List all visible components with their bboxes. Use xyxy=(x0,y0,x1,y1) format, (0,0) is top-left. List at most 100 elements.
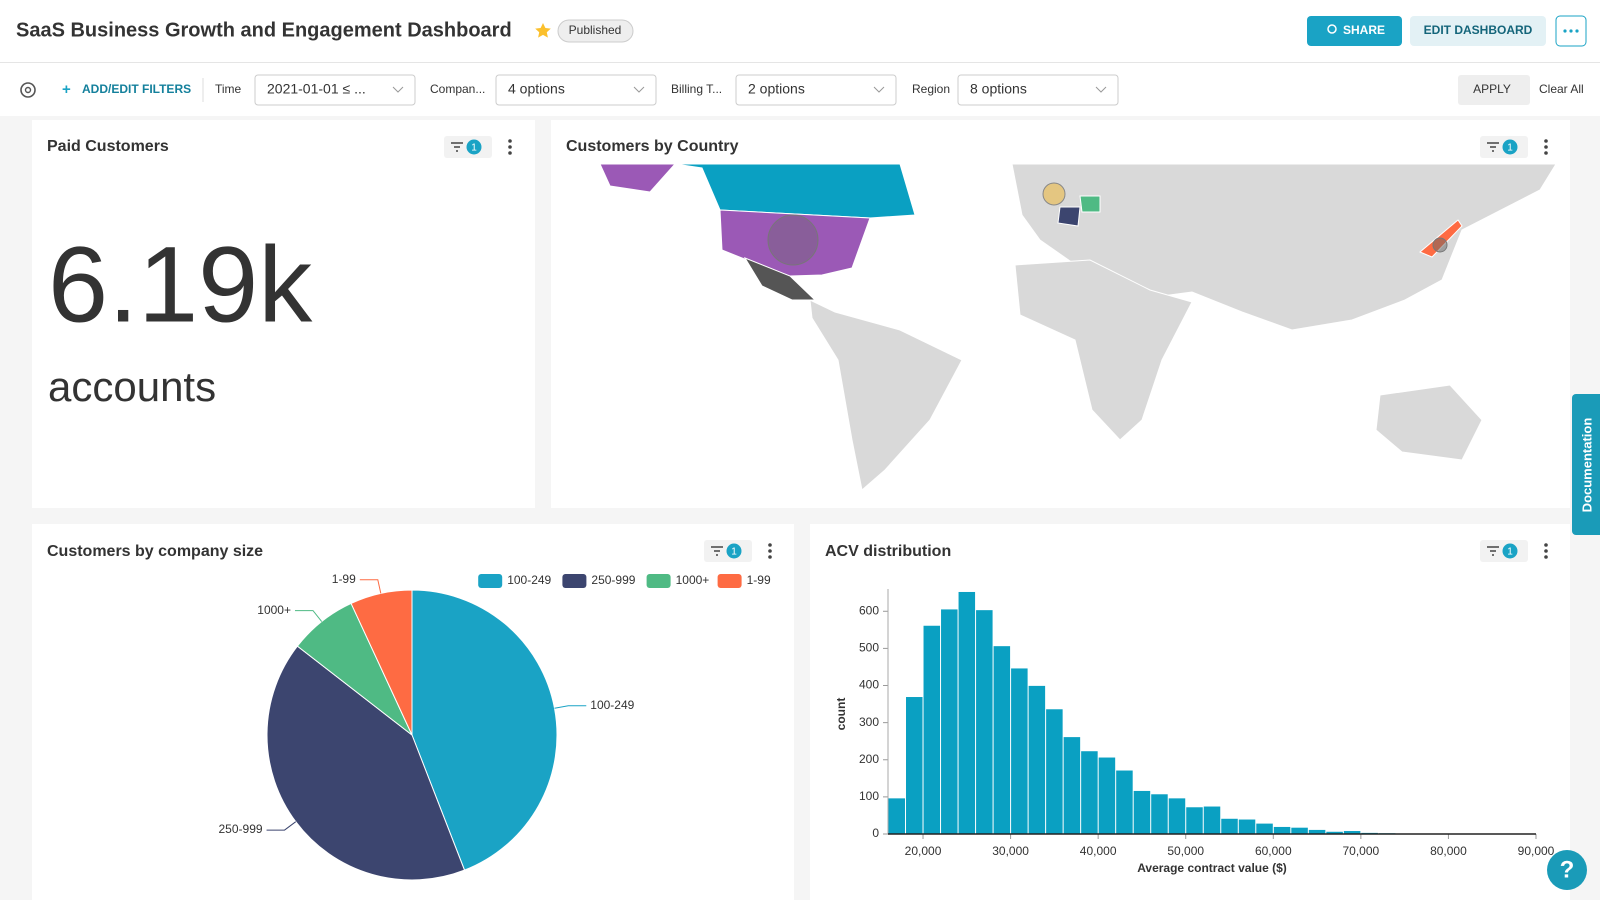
y-tick-label: 500 xyxy=(859,641,879,655)
badge-circle xyxy=(1502,139,1518,155)
histogram-bar xyxy=(1203,806,1221,834)
histogram-bar xyxy=(1063,737,1081,834)
card-menu[interactable] xyxy=(508,139,512,155)
favorite-star[interactable] xyxy=(535,23,551,38)
filter-input[interactable] xyxy=(957,74,1119,106)
legend-label: 250-999 xyxy=(591,573,635,587)
dropdown-icon xyxy=(1095,86,1107,93)
leader-line xyxy=(294,610,323,622)
histogram-bar xyxy=(1151,794,1168,834)
apply-button[interactable] xyxy=(1458,75,1530,105)
filter-input[interactable] xyxy=(495,74,657,106)
histogram-bar xyxy=(1308,829,1326,834)
histogram-bar xyxy=(1256,823,1273,834)
share-button[interactable] xyxy=(1307,16,1402,46)
add-filters[interactable]: ADD/EDIT FILTERS xyxy=(82,82,191,96)
dropdown-icon xyxy=(873,86,885,93)
documentation-tab[interactable] xyxy=(1572,394,1600,535)
edit-button[interactable] xyxy=(1410,16,1546,46)
histogram-bar xyxy=(888,798,906,834)
histogram-bar xyxy=(923,625,941,834)
menu-dot xyxy=(1544,549,1548,553)
histogram-bar xyxy=(1168,798,1186,834)
slice-label: 100-249 xyxy=(590,698,634,712)
histogram-bar xyxy=(1098,757,1116,834)
pie-slice xyxy=(350,589,413,736)
histogram-bar xyxy=(1011,668,1028,834)
clear-all[interactable]: Clear All xyxy=(1539,82,1584,96)
card-paid-customers xyxy=(32,120,535,508)
filter-input[interactable] xyxy=(254,74,416,106)
y-tick-label: 100 xyxy=(859,789,879,803)
filter-count: 1 xyxy=(731,547,737,558)
menu-dot xyxy=(768,543,772,547)
legend-swatch[interactable] xyxy=(562,574,587,588)
pie-slice xyxy=(266,645,466,881)
dropdown-icon xyxy=(392,86,404,93)
card-menu[interactable] xyxy=(768,543,772,559)
legend-swatch[interactable] xyxy=(478,574,503,588)
histogram-bar xyxy=(1081,751,1098,834)
legend-label: 1000+ xyxy=(676,573,710,587)
filter-value: 2021-01-01 ≤ ... xyxy=(267,81,366,97)
chart-title: Customers by company size xyxy=(47,543,263,560)
histogram-bar xyxy=(1046,709,1063,834)
help-button[interactable] xyxy=(1547,850,1587,890)
menu-dot xyxy=(1544,145,1548,149)
histogram-bar xyxy=(906,697,923,834)
y-tick-label: 200 xyxy=(859,752,879,766)
menu-dot xyxy=(1544,151,1548,155)
badge-circle xyxy=(466,139,482,155)
histogram-bar xyxy=(941,609,958,834)
legend-swatch[interactable] xyxy=(717,574,742,588)
filter-label: Billing T... xyxy=(671,82,722,96)
x-tick-label: 30,000 xyxy=(992,844,1029,858)
big-number: 6.19k xyxy=(48,224,313,345)
menu-dot xyxy=(1544,543,1548,547)
slice-label: 1-99 xyxy=(332,572,356,586)
filter-input[interactable] xyxy=(735,74,897,106)
menu-dot xyxy=(1544,555,1548,559)
histogram-bar xyxy=(1291,827,1308,834)
dropdown-icon xyxy=(633,86,645,93)
histogram-bar xyxy=(1343,831,1361,834)
big-number-subheader: accounts xyxy=(48,363,216,410)
slice-label: 1000+ xyxy=(257,603,291,617)
settings-icon[interactable] xyxy=(20,82,36,98)
y-tick-label: 400 xyxy=(859,678,879,692)
plus-icon: + xyxy=(62,81,71,98)
legend-label: 1-99 xyxy=(747,573,771,587)
x-axis-label: Average contract value ($) xyxy=(1137,861,1287,875)
menu-dot xyxy=(508,145,512,149)
filter-icon xyxy=(711,546,723,556)
slice-label: 250-999 xyxy=(219,822,263,836)
card-menu[interactable] xyxy=(1544,543,1548,559)
x-tick-label: 50,000 xyxy=(1167,844,1204,858)
menu-dot xyxy=(1544,139,1548,143)
x-tick-label: 70,000 xyxy=(1343,844,1380,858)
status-pill xyxy=(557,19,634,43)
legend-label: 100-249 xyxy=(507,573,551,587)
histogram-bar xyxy=(1186,807,1203,834)
histogram-bar xyxy=(1133,790,1151,834)
filter-value: 4 options xyxy=(508,81,565,97)
menu-dot xyxy=(768,555,772,559)
filter-icon xyxy=(1487,546,1499,556)
histogram-bar xyxy=(976,610,993,834)
y-tick-label: 300 xyxy=(859,715,879,729)
x-tick-label: 60,000 xyxy=(1255,844,1292,858)
y-tick-label: 600 xyxy=(859,603,879,617)
card-title: Paid Customers xyxy=(47,138,169,155)
badge-circle xyxy=(726,543,742,559)
filter-count: 1 xyxy=(1507,143,1513,154)
pie-slice xyxy=(411,589,558,871)
legend-swatch[interactable] xyxy=(646,574,671,588)
share-icon xyxy=(1327,24,1337,34)
filter-label: Time xyxy=(215,82,242,96)
filter-count: 1 xyxy=(471,143,477,154)
card-menu[interactable] xyxy=(1544,139,1548,155)
menu-dot xyxy=(768,549,772,553)
histogram-bar xyxy=(1116,770,1133,834)
